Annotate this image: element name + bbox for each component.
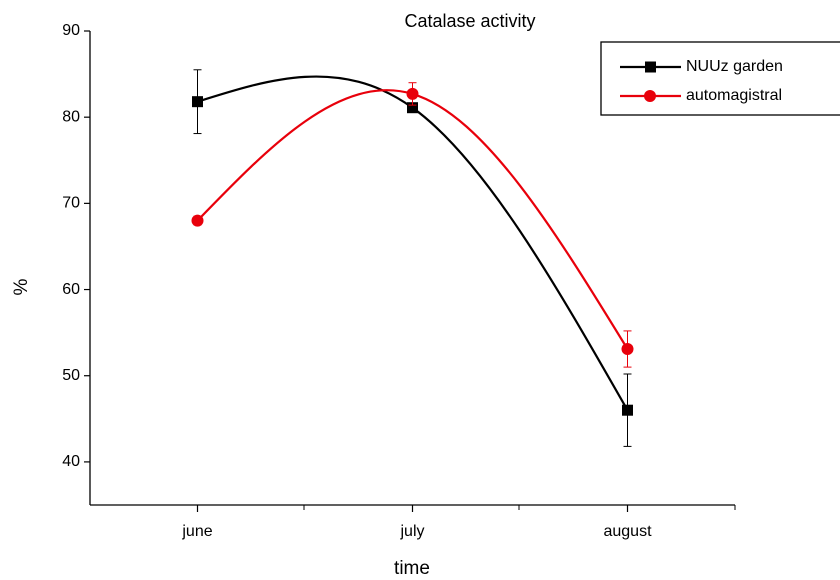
legend-label: NUUz garden bbox=[686, 58, 783, 75]
y-tick-label: 50 bbox=[62, 367, 80, 384]
legend-marker bbox=[644, 90, 656, 102]
x-tick-label: june bbox=[181, 523, 212, 540]
y-tick-label: 60 bbox=[62, 281, 80, 298]
series-line bbox=[196, 89, 629, 350]
marker bbox=[621, 343, 634, 356]
y-tick-label: 80 bbox=[62, 108, 80, 125]
marker bbox=[407, 102, 418, 114]
marker bbox=[406, 87, 419, 100]
legend-box bbox=[600, 41, 840, 116]
x-tick-label: august bbox=[603, 523, 652, 540]
legend-marker bbox=[645, 61, 656, 73]
y-tick-label: 90 bbox=[62, 22, 80, 39]
y-tick-label: 70 bbox=[62, 195, 80, 212]
x-tick-label: july bbox=[399, 523, 424, 540]
y-axis-title: % bbox=[11, 278, 32, 295]
chart-title: Catalase activity bbox=[404, 11, 535, 31]
marker bbox=[192, 96, 203, 108]
marker bbox=[622, 404, 633, 416]
marker bbox=[191, 214, 204, 227]
series-line bbox=[197, 75, 629, 411]
legend-label: automagistral bbox=[686, 87, 782, 104]
x-axis-title: time bbox=[394, 558, 430, 579]
y-tick-label: 40 bbox=[62, 453, 80, 470]
